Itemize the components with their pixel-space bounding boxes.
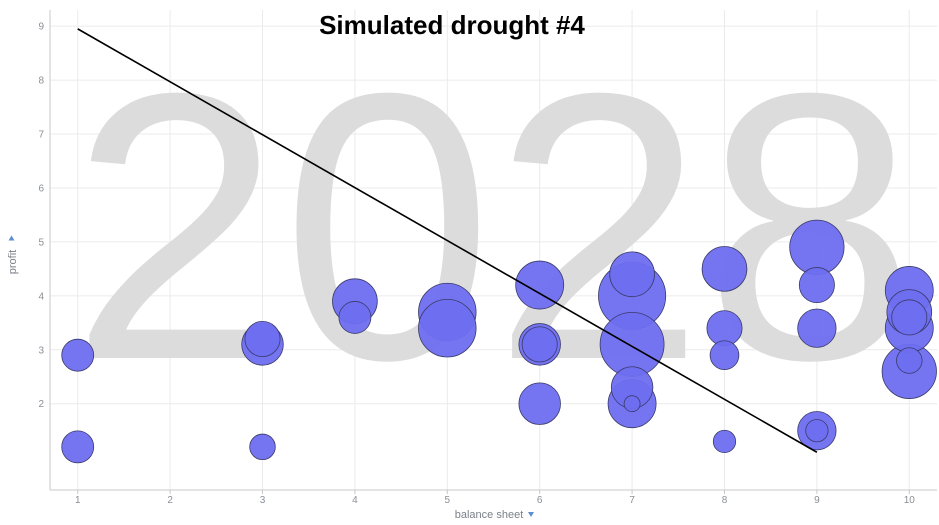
trendline <box>77 28 818 453</box>
y-axis-title-group[interactable]: profit <box>7 235 19 275</box>
x-axis-title-group[interactable]: balance sheet <box>455 509 534 521</box>
bubble-point[interactable] <box>701 246 748 292</box>
y-tick-label: 6 <box>38 183 44 194</box>
x-tick-label: 2 <box>167 495 173 506</box>
bubble-point[interactable] <box>798 267 835 304</box>
x-tick-label: 1 <box>75 495 81 506</box>
bubble-point[interactable] <box>805 419 829 443</box>
year-watermark: 2028 <box>70 14 915 439</box>
bubble-point[interactable] <box>61 338 95 372</box>
trendline-group <box>77 28 818 453</box>
bubble-point[interactable] <box>249 433 276 461</box>
y-tick-label: 7 <box>38 130 44 141</box>
x-tick-label: 3 <box>260 495 266 506</box>
chart-title: Simulated drought #4 <box>319 10 585 40</box>
x-axis-title[interactable]: balance sheet <box>455 509 524 521</box>
triangle-down-icon[interactable] <box>8 235 15 241</box>
y-tick-label: 8 <box>38 76 44 87</box>
y-tick-label: 2 <box>38 399 44 410</box>
bubble-point[interactable] <box>521 326 558 363</box>
bubble-point[interactable] <box>518 382 561 425</box>
x-tick-label: 6 <box>537 495 543 506</box>
bubble-point[interactable] <box>515 260 565 310</box>
bubble-point[interactable] <box>61 430 95 464</box>
bubble-point[interactable] <box>244 320 281 357</box>
triangle-down-icon[interactable] <box>528 512 534 517</box>
x-tick-label: 10 <box>904 495 916 506</box>
y-tick-label: 4 <box>38 291 44 302</box>
bubble-point[interactable] <box>789 219 845 275</box>
x-tick-label: 7 <box>629 495 635 506</box>
bubble-point[interactable] <box>418 299 477 358</box>
bubble-point[interactable] <box>709 340 740 370</box>
bubbles <box>61 219 937 464</box>
x-tick-label: 4 <box>352 495 358 506</box>
y-tick-label: 3 <box>38 345 44 356</box>
bubble-point[interactable] <box>797 308 837 348</box>
y-tick-label: 5 <box>38 237 44 248</box>
x-tick-label: 5 <box>445 495 451 506</box>
x-tick-label: 8 <box>722 495 728 506</box>
y-tick-label: 9 <box>38 22 44 33</box>
bubble-point[interactable] <box>712 429 737 454</box>
bubble-point[interactable] <box>338 301 372 334</box>
axes: 1 2 3 4 5 6 7 8 9 10 2 3 4 5 6 7 8 9 <box>38 10 937 506</box>
x-tick-label: 9 <box>814 495 820 506</box>
bubble-point[interactable] <box>623 395 641 413</box>
bubble-point[interactable] <box>891 299 928 336</box>
y-axis-title[interactable]: profit <box>7 250 19 274</box>
bubble-point[interactable] <box>896 347 923 374</box>
bubble-point[interactable] <box>609 251 655 298</box>
